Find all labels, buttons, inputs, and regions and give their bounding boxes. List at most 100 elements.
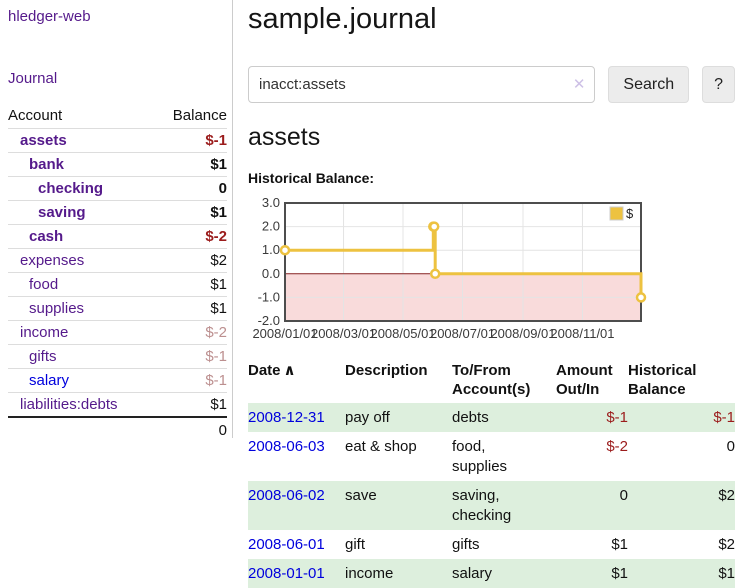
account-link[interactable]: salary: [29, 372, 70, 389]
transaction-accounts: gifts: [452, 536, 480, 553]
transaction-accounts: debts: [452, 403, 556, 432]
account-balance: $-1: [154, 344, 227, 369]
transaction-description: income: [345, 559, 452, 588]
sidebar: hledger-web Journal Account Balance asse…: [0, 0, 233, 443]
account-row: income $-2: [8, 320, 227, 345]
transactions-header-amount: Amount Out/In: [556, 362, 613, 398]
accounts-total: 0: [154, 416, 227, 443]
x-tick-label: 2008/11/01: [550, 326, 614, 341]
account-link[interactable]: saving: [38, 204, 86, 221]
transaction-row: 2008-01-01 income salary $1 $1: [248, 559, 735, 588]
accounts-table: Account Balance assets $-1 bank $1 checking 0…: [8, 104, 227, 443]
transaction-balance: $-1: [628, 403, 735, 432]
transaction-accounts: salary: [452, 559, 556, 588]
transaction-date-link[interactable]: 2008-06-02: [248, 487, 325, 504]
search-form: ✕ Search ?: [248, 66, 735, 103]
y-tick-label: -2.0: [258, 313, 280, 328]
transaction-date-link[interactable]: 2008-06-01: [248, 536, 325, 553]
accounts-header-balance: Balance: [154, 104, 227, 129]
app-title-link[interactable]: hledger-web: [8, 8, 91, 25]
account-link[interactable]: liabilities:debts: [20, 396, 118, 413]
account-link[interactable]: checking: [38, 180, 104, 197]
sidebar-item-journal[interactable]: Journal: [8, 70, 58, 87]
transaction-amount: $-2: [606, 438, 628, 455]
account-row: expenses $2: [8, 248, 227, 273]
accounts-header-account: Account: [8, 104, 155, 129]
account-link[interactable]: supplies: [29, 300, 85, 317]
account-link[interactable]: bank: [29, 156, 65, 173]
chart-title: Historical Balance:: [248, 170, 375, 186]
legend-swatch: [609, 206, 624, 221]
historical-balance-chart[interactable]: $3.0 2.0 1.0 0.0 -1.0 -2.0 2008/01/01 2008/03/0…: [248, 195, 648, 347]
transaction-date-link[interactable]: 2008-06-03: [248, 438, 325, 455]
transaction-description: pay off: [345, 403, 452, 432]
account-balance: $-2: [154, 224, 227, 249]
account-balance: $1: [154, 272, 227, 297]
account-balance: $-1: [205, 132, 227, 149]
account-balance: $1: [154, 296, 227, 321]
y-tick-label: 3.0: [262, 195, 280, 210]
account-row: saving $1: [8, 200, 227, 225]
x-tick-label: 2008/03/01: [311, 326, 376, 341]
transaction-date-link[interactable]: 2008-12-31: [248, 409, 325, 426]
account-balance: $1: [154, 392, 227, 417]
transactions-header-account: To/From Account(s): [452, 362, 531, 398]
y-tick-label: 0.0: [262, 266, 280, 281]
account-link[interactable]: assets: [20, 132, 67, 149]
data-point-marker: [635, 292, 647, 303]
clear-search-icon[interactable]: ✕: [572, 76, 586, 93]
help-button[interactable]: ?: [702, 66, 735, 103]
search-input[interactable]: [248, 66, 596, 103]
transaction-balance: $1: [628, 559, 735, 588]
search-button[interactable]: Search: [608, 66, 690, 103]
transaction-amount: $1: [611, 536, 628, 553]
transaction-row: 2008-06-02 save saving, checking 0 $2: [248, 481, 735, 530]
accounts-total-row: 0: [8, 416, 227, 443]
y-tick-label: 2.0: [262, 219, 280, 234]
account-row: bank $1: [8, 152, 227, 177]
account-link[interactable]: cash: [29, 228, 64, 245]
transaction-balance: 0: [726, 438, 735, 455]
y-tick-label: -1.0: [258, 289, 280, 304]
transaction-accounts: saving, checking: [452, 481, 556, 530]
y-tick-label: 1.0: [262, 242, 280, 257]
account-row: checking 0: [8, 176, 227, 201]
search-box: ✕: [248, 66, 596, 103]
x-tick-label: 2008/09/01: [490, 326, 555, 341]
account-row: gifts $-1: [8, 344, 227, 369]
transaction-date-link[interactable]: 2008-01-01: [248, 565, 325, 582]
account-row: cash $-2: [8, 224, 227, 249]
transaction-description: gift: [345, 536, 366, 553]
data-point-marker: [429, 268, 441, 280]
account-row: salary $-1: [8, 368, 227, 393]
data-point-marker: [428, 221, 440, 232]
account-row: food $1: [8, 272, 227, 297]
main-content: sample.journal ✕ Search ? assets Histori…: [248, 0, 735, 588]
transaction-row: 2008-12-31 pay off debts $-1 $-1: [248, 403, 735, 432]
account-balance: $-1: [154, 368, 227, 393]
transaction-amount: 0: [556, 481, 628, 530]
transaction-balance: $2: [628, 481, 735, 530]
transaction-description: eat & shop: [345, 438, 417, 455]
account-balance: 0: [154, 176, 227, 201]
plot-border: [284, 202, 642, 322]
account-row: liabilities:debts $1: [8, 392, 227, 417]
transactions-header-date[interactable]: Date ∧: [248, 362, 296, 379]
transaction-balance: $2: [718, 536, 735, 553]
account-link[interactable]: food: [29, 276, 59, 293]
account-row: supplies $1: [8, 296, 227, 321]
transaction-row: 2008-06-03 eat & shop food, supplies $-2 0: [248, 432, 735, 481]
account-row: assets $-1: [8, 129, 227, 153]
account-balance: $1: [154, 200, 227, 225]
account-link[interactable]: income: [20, 324, 69, 341]
transactions-header-balance: Historical Balance: [628, 362, 697, 398]
x-tick-label: 2008/07/01: [430, 326, 495, 341]
transaction-row: 2008-06-01 gift gifts $1 $2: [248, 530, 735, 559]
transaction-amount: $-1: [556, 403, 628, 432]
x-tick-label: 2008/05/01: [370, 326, 435, 341]
account-link[interactable]: gifts: [29, 348, 57, 365]
sort-asc-icon: ∧: [283, 362, 296, 379]
account-heading: assets: [248, 123, 321, 151]
transaction-accounts: food, supplies: [452, 438, 508, 475]
account-link[interactable]: expenses: [20, 252, 85, 269]
